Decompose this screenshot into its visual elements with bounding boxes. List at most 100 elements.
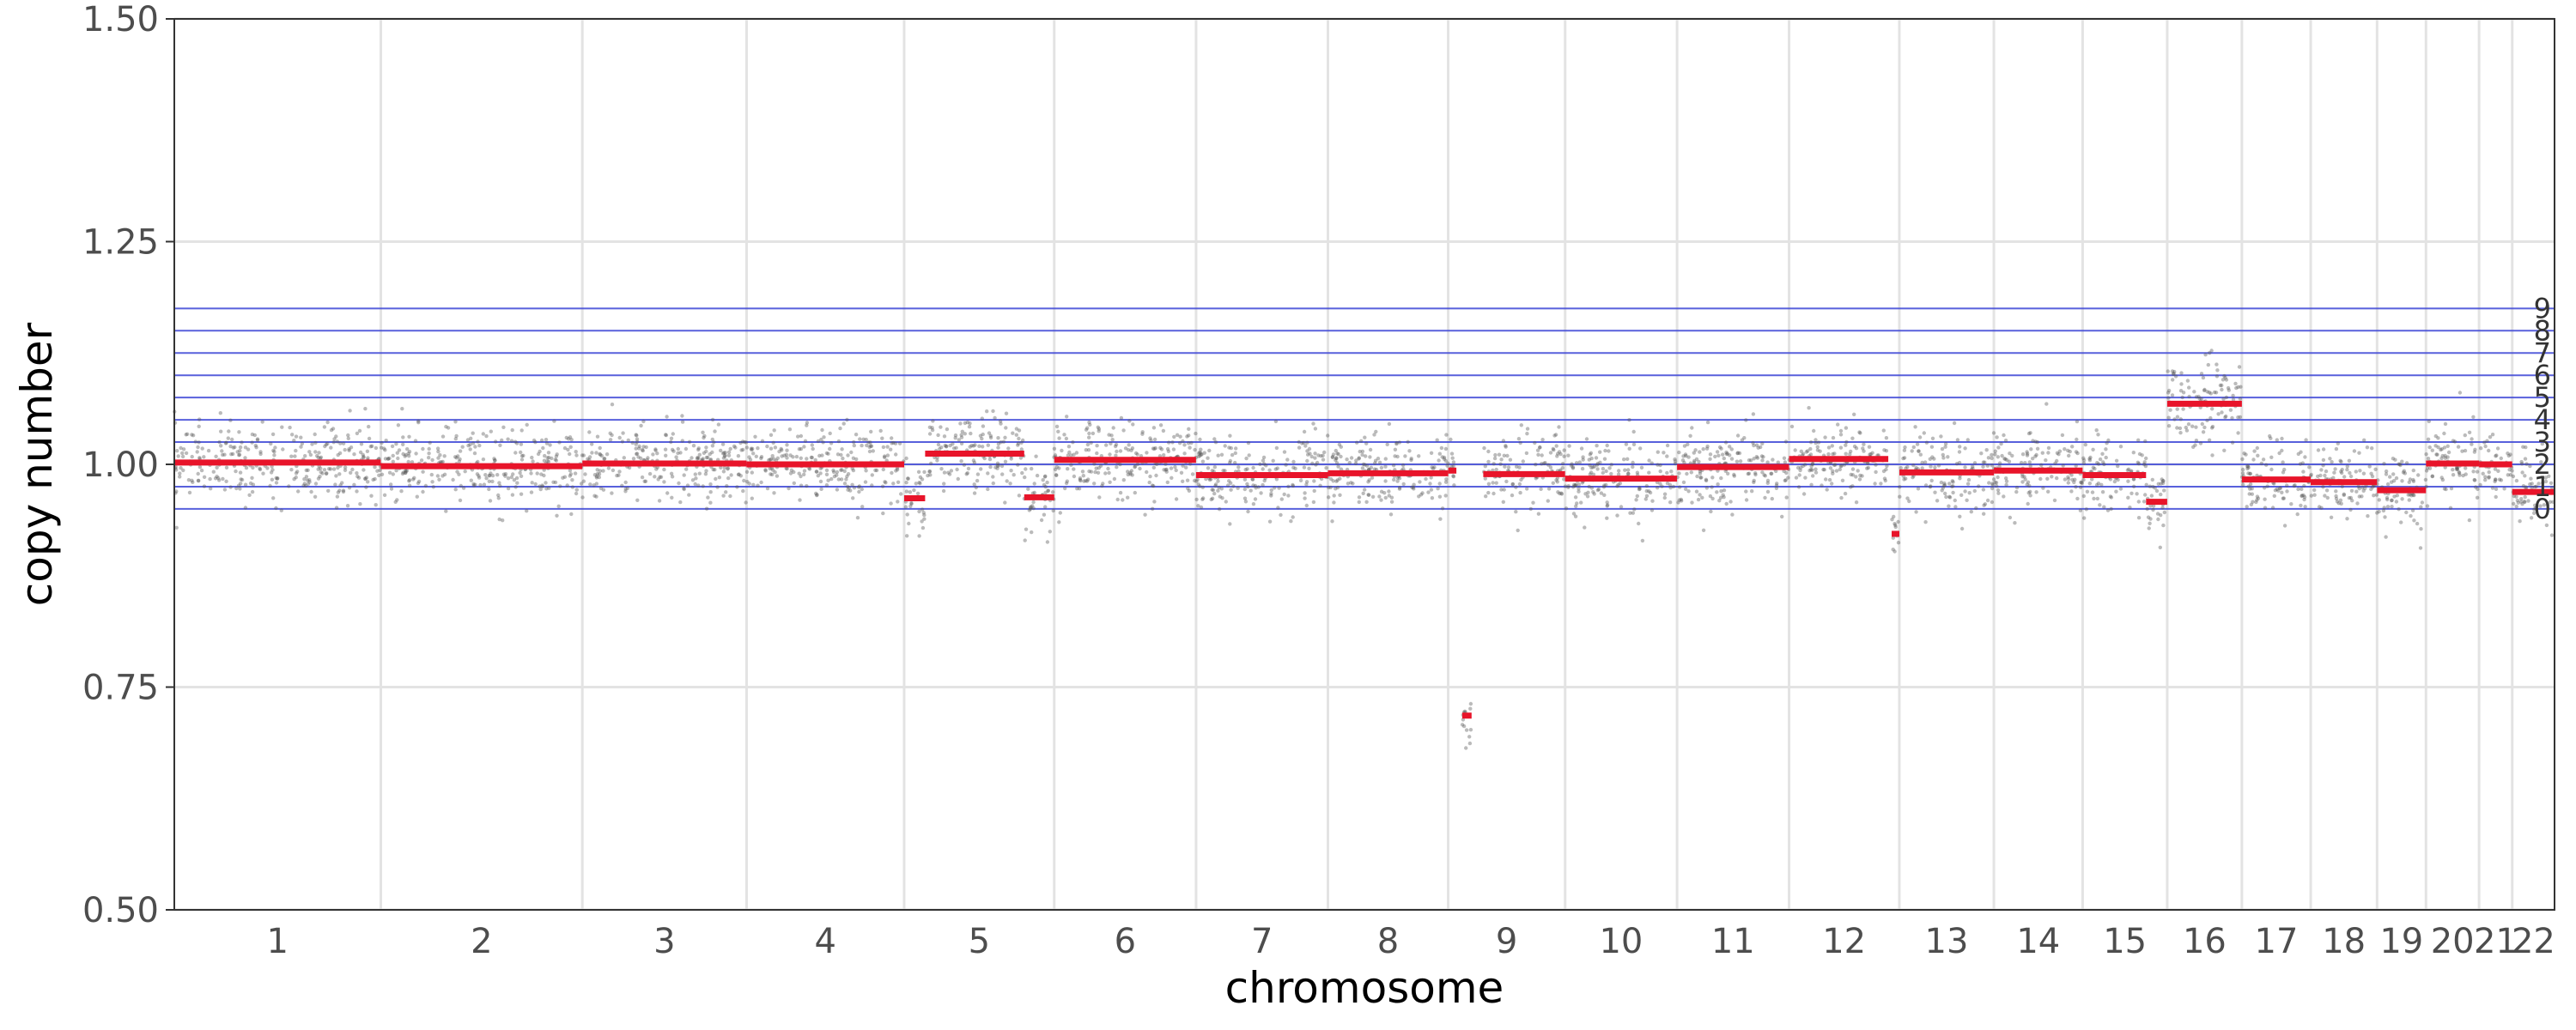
data-point: [406, 459, 410, 464]
data-point: [429, 472, 434, 477]
data-point: [2483, 444, 2488, 449]
data-point: [1795, 465, 1801, 470]
data-point: [193, 439, 197, 444]
data-point: [664, 453, 668, 457]
data-point: [1580, 466, 1585, 471]
data-point: [2148, 484, 2152, 488]
data-point: [2370, 474, 2375, 479]
data-point: [846, 488, 850, 492]
data-point: [849, 450, 854, 455]
data-point: [525, 422, 529, 427]
data-point: [1689, 470, 1694, 475]
data-point: [1185, 478, 1190, 482]
data-point: [1099, 454, 1104, 458]
data-point: [349, 470, 353, 475]
data-point: [1751, 440, 1755, 445]
x-tick-label: 16: [2183, 922, 2227, 961]
data-point: [2518, 500, 2524, 504]
data-point: [1951, 484, 1955, 488]
data-point: [626, 438, 630, 443]
data-point: [770, 468, 775, 472]
data-point: [2240, 471, 2245, 476]
data-point: [960, 429, 965, 433]
data-point: [1234, 446, 1238, 451]
data-point: [2481, 471, 2485, 476]
data-point: [2478, 482, 2482, 488]
data-point: [1719, 446, 1723, 451]
data-point: [2102, 505, 2106, 509]
data-point: [1401, 467, 1406, 471]
data-point: [2433, 444, 2438, 448]
data-point: [1540, 453, 1544, 457]
data-point: [1602, 457, 1607, 461]
data-point: [1749, 458, 1753, 463]
data-point: [856, 485, 861, 489]
data-point: [2106, 438, 2111, 443]
data-point: [773, 445, 778, 450]
data-point: [1710, 476, 1715, 480]
data-point: [1258, 462, 1262, 466]
data-point: [2026, 480, 2031, 484]
data-point: [1985, 498, 1990, 503]
data-point: [404, 469, 410, 473]
data-point: [917, 534, 921, 538]
data-point: [1808, 452, 1814, 457]
data-point: [1809, 464, 1814, 469]
data-point: [2406, 493, 2410, 497]
data-point: [190, 454, 194, 459]
data-point: [1726, 471, 1730, 476]
data-point: [1188, 445, 1192, 450]
data-point: [442, 472, 447, 476]
data-point: [1770, 496, 1774, 501]
data-point: [623, 489, 628, 494]
data-point: [1307, 466, 1311, 470]
data-point: [1224, 500, 1229, 504]
data-point: [371, 477, 375, 482]
x-tick-label: 18: [2322, 922, 2366, 961]
data-point: [2085, 489, 2090, 494]
data-point: [1023, 538, 1027, 542]
data-point: [1579, 446, 1584, 451]
data-point: [435, 474, 440, 478]
data-point: [1892, 514, 1896, 519]
data-point: [2158, 545, 2162, 549]
copy-number-level-label: 1: [2534, 470, 2551, 503]
data-point: [2356, 484, 2360, 488]
data-point: [646, 456, 650, 460]
data-point: [664, 433, 668, 437]
data-point: [1251, 465, 1255, 470]
data-point: [2025, 453, 2030, 457]
data-point: [712, 440, 716, 445]
data-point: [868, 440, 872, 445]
data-point: [1218, 507, 1222, 512]
data-point: [254, 445, 258, 450]
data-point: [701, 457, 705, 461]
data-point: [1163, 462, 1168, 466]
data-point: [1538, 445, 1542, 450]
data-point: [2446, 450, 2451, 455]
data-point: [1551, 446, 1556, 451]
data-point: [2471, 470, 2476, 474]
data-point: [1067, 450, 1072, 455]
data-point: [180, 451, 185, 456]
data-point: [1577, 489, 1581, 494]
data-point: [2390, 498, 2394, 503]
data-point: [595, 471, 600, 476]
data-point: [590, 451, 594, 455]
data-point: [1389, 500, 1394, 504]
data-point: [798, 498, 802, 502]
data-point: [336, 490, 341, 494]
data-point: [1521, 459, 1526, 464]
data-point: [2365, 445, 2370, 450]
data-point: [1212, 437, 1217, 441]
data-point: [2471, 415, 2476, 419]
data-point: [2408, 493, 2412, 497]
data-point: [1328, 485, 1333, 490]
data-point: [380, 472, 385, 476]
data-point: [595, 434, 600, 439]
data-point: [1502, 453, 1507, 457]
data-point: [1367, 493, 1371, 497]
data-point: [829, 441, 834, 445]
data-point: [943, 443, 947, 448]
data-point: [1319, 454, 1323, 458]
